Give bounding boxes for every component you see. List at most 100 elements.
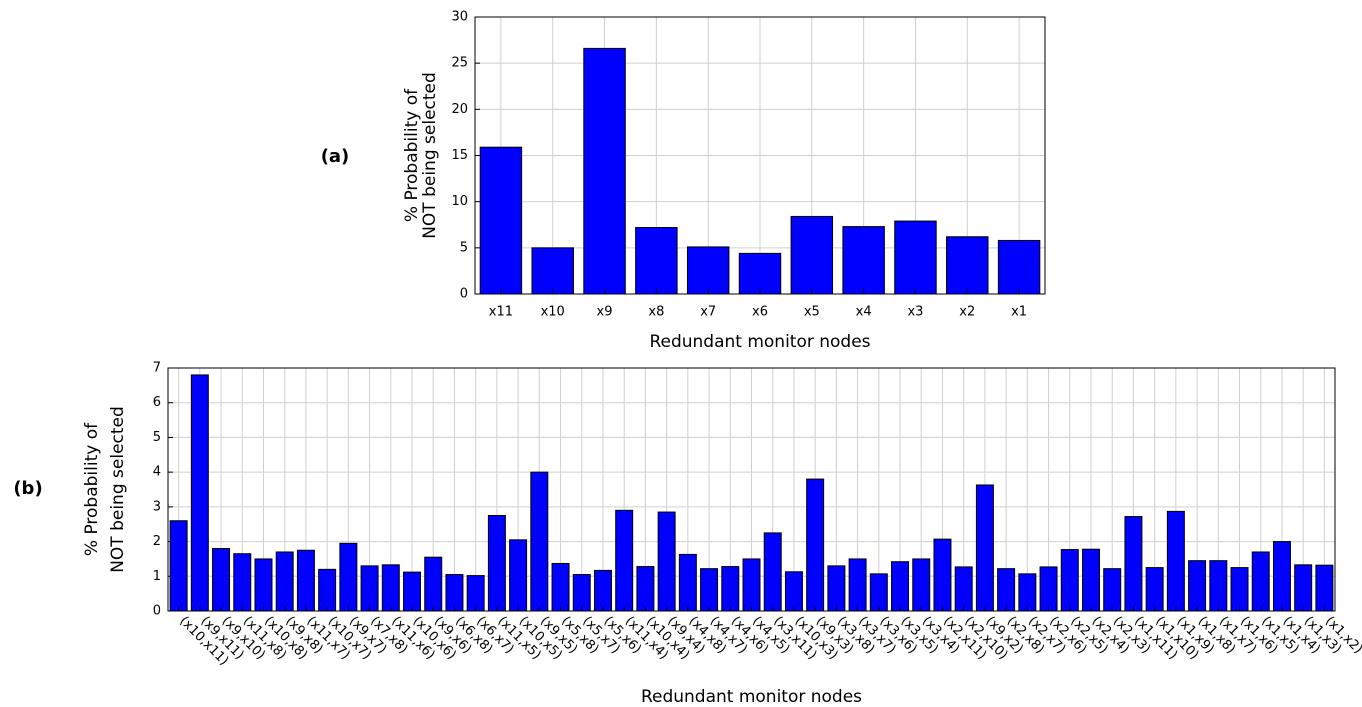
x-tick-label: x6	[752, 305, 768, 320]
y-tick-label: 4	[153, 465, 161, 480]
bar	[572, 574, 591, 612]
bar	[1294, 564, 1313, 612]
bar	[686, 246, 730, 295]
y-tick-label: 2	[153, 534, 161, 549]
bar	[1103, 568, 1122, 612]
bar	[636, 566, 655, 612]
y-tick-label: 15	[451, 148, 468, 163]
bar	[894, 220, 937, 295]
bar	[583, 47, 626, 295]
bar	[891, 561, 910, 612]
bar	[551, 562, 570, 612]
bar	[403, 571, 421, 612]
bar	[233, 553, 252, 612]
plot-frame	[474, 16, 1046, 295]
y-axis-label: % Probability of	[82, 422, 102, 556]
bar	[848, 558, 867, 612]
bar	[1209, 560, 1228, 612]
bar	[1315, 564, 1334, 612]
bar	[190, 374, 209, 612]
x-axis-label: Redundant monitor nodes	[641, 687, 862, 707]
bar	[997, 239, 1041, 295]
bar	[530, 471, 549, 612]
bar	[946, 236, 989, 295]
bar	[445, 574, 464, 612]
bar	[954, 566, 973, 612]
y-tick-label: 3	[153, 499, 161, 514]
bar	[700, 568, 719, 612]
bar	[869, 573, 888, 612]
bar	[784, 571, 803, 612]
x-tick-label: x8	[648, 305, 664, 320]
bar	[318, 568, 337, 612]
bar	[254, 558, 273, 612]
bar	[1272, 541, 1291, 612]
bar	[531, 247, 574, 295]
bar	[1082, 548, 1100, 612]
y-tick-label: 20	[451, 102, 468, 117]
bar	[1145, 567, 1164, 612]
bar	[1018, 573, 1037, 612]
bar	[1230, 567, 1249, 612]
bar	[275, 551, 294, 612]
bar	[912, 558, 931, 612]
bar	[296, 549, 315, 612]
panel-label: (a)	[321, 146, 350, 167]
y-tick-label: 0	[460, 287, 468, 302]
x-tick-label: x2	[959, 305, 975, 320]
y-axis-label: % Probability of	[402, 88, 422, 222]
bar	[487, 515, 506, 612]
bar	[424, 556, 443, 612]
bar	[635, 227, 678, 295]
y-tick-label: 30	[451, 10, 468, 25]
bar	[212, 548, 231, 612]
y-tick-label: 5	[153, 430, 161, 445]
bar	[657, 511, 676, 612]
y-tick-label: 25	[451, 56, 468, 71]
bar	[738, 252, 782, 295]
bar	[1060, 549, 1079, 612]
bar	[593, 569, 612, 612]
bar	[615, 509, 634, 612]
x-tick-label: x5	[804, 305, 820, 320]
x-tick-label: x10	[541, 305, 565, 320]
x-axis-label: Redundant monitor nodes	[649, 332, 870, 352]
y-axis-label: NOT being selected	[420, 72, 440, 239]
bar	[997, 568, 1016, 612]
y-tick-label: 7	[153, 361, 161, 376]
bar	[1188, 560, 1207, 612]
bar	[1039, 566, 1058, 612]
y-tick-label: 5	[460, 240, 468, 255]
bar	[763, 532, 782, 612]
bar	[933, 538, 952, 612]
y-tick-label: 1	[153, 569, 161, 584]
x-tick-label: x9	[597, 305, 613, 320]
y-tick-label: 0	[153, 604, 161, 619]
bar	[806, 478, 825, 612]
plot-frame	[167, 367, 1336, 612]
y-axis-label: NOT being selected	[108, 406, 128, 573]
bar	[509, 539, 528, 612]
bar	[975, 484, 994, 612]
bar	[339, 542, 358, 612]
bar	[721, 566, 740, 612]
bar	[790, 215, 834, 295]
bar	[1166, 510, 1185, 612]
bar	[360, 565, 379, 612]
bar	[1124, 516, 1143, 612]
y-tick-label: 10	[451, 194, 468, 209]
panel-label: (b)	[13, 478, 42, 499]
bar	[479, 146, 523, 295]
bar	[1251, 551, 1270, 612]
bar	[742, 558, 761, 612]
x-tick-label: x7	[700, 305, 716, 320]
bar	[678, 553, 697, 612]
bar	[381, 564, 400, 612]
x-tick-label: x4	[856, 305, 872, 320]
x-tick-label: x11	[489, 305, 513, 320]
x-tick-label: x1	[1011, 305, 1027, 320]
y-tick-label: 6	[153, 395, 161, 410]
x-tick-label: x3	[907, 305, 923, 320]
bar	[466, 575, 485, 612]
